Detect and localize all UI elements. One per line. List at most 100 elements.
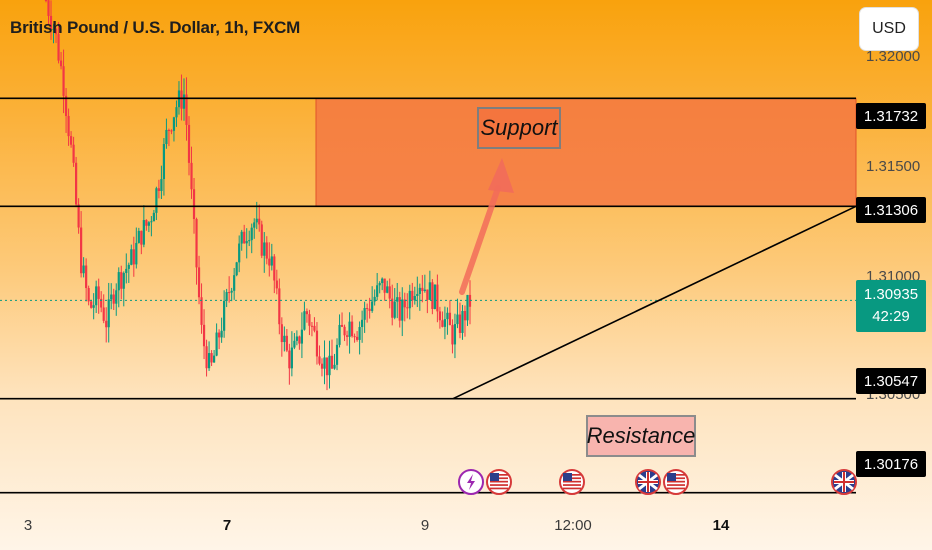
- trendline: [452, 205, 857, 400]
- candle-body: [333, 364, 336, 369]
- currency-button[interactable]: USD: [860, 8, 918, 50]
- candle: [366, 303, 369, 323]
- candle-body: [260, 224, 263, 256]
- candle: [438, 306, 441, 329]
- candle: [335, 338, 339, 371]
- candle: [350, 315, 354, 338]
- candle: [125, 253, 128, 284]
- candle: [110, 283, 113, 310]
- candle-body: [75, 162, 78, 205]
- candle-body: [175, 107, 178, 118]
- candle: [95, 280, 98, 313]
- candle: [182, 78, 186, 121]
- flag-stripe: [563, 487, 581, 490]
- candle: [290, 331, 293, 377]
- candle-body: [263, 242, 266, 256]
- candle: [54, 27, 58, 43]
- candle-body: [165, 129, 168, 145]
- candle-body: [441, 320, 444, 327]
- candle-body: [258, 218, 261, 225]
- candle-body: [423, 289, 426, 292]
- candle: [135, 227, 138, 269]
- candle: [105, 307, 108, 343]
- candle: [115, 283, 118, 316]
- price-tag-level-2: 1.31306: [856, 197, 926, 223]
- candle-body: [358, 327, 361, 340]
- candle-body: [418, 287, 421, 294]
- candle: [428, 270, 431, 301]
- candle-body: [388, 286, 391, 299]
- candle-body: [205, 346, 208, 369]
- candle-body: [381, 278, 384, 284]
- candle-body: [49, 15, 53, 30]
- candle: [386, 280, 389, 294]
- candle: [170, 129, 173, 135]
- uk-flag-icon[interactable]: [831, 469, 857, 495]
- flag-stripe: [667, 487, 685, 490]
- candle: [421, 275, 424, 303]
- candle: [373, 289, 376, 306]
- candle: [167, 128, 171, 147]
- candle-body: [185, 94, 188, 125]
- supply-zone: [315, 97, 857, 207]
- candle-body: [125, 268, 128, 273]
- candle: [448, 300, 452, 326]
- candle: [413, 286, 416, 305]
- candle-body: [338, 324, 341, 345]
- candle: [102, 294, 105, 324]
- candle: [466, 294, 469, 326]
- candle-body: [90, 301, 93, 308]
- candle: [338, 314, 341, 348]
- candle-body: [233, 275, 236, 291]
- candle-body: [270, 256, 273, 266]
- candle: [426, 289, 429, 314]
- candle: [238, 235, 241, 273]
- candle: [443, 306, 447, 340]
- us-flag-icon[interactable]: [559, 469, 585, 495]
- candle-body: [112, 294, 115, 304]
- uk-flag-icon[interactable]: [635, 469, 661, 495]
- candle-body: [376, 285, 379, 297]
- candle: [77, 198, 80, 234]
- candle-body: [438, 311, 441, 321]
- candle-body: [228, 292, 231, 294]
- lightning-glyph: [467, 474, 475, 490]
- candle: [453, 313, 457, 359]
- candle-body: [180, 90, 183, 109]
- chart-title: British Pound / U.S. Dollar, 1h, FXCM: [10, 18, 301, 37]
- candle: [293, 333, 296, 350]
- flag-cross-red: [638, 472, 658, 492]
- candle-body: [130, 249, 133, 265]
- support-label[interactable]: Support: [477, 107, 561, 149]
- candle: [361, 310, 364, 343]
- candle-body: [167, 129, 171, 131]
- candle: [308, 309, 311, 336]
- candle-body: [363, 308, 366, 320]
- candle: [353, 333, 356, 343]
- time-axis-label: 12:00: [554, 517, 592, 534]
- candle-body: [69, 136, 73, 145]
- candle-body: [255, 218, 258, 223]
- candle-body: [345, 335, 349, 337]
- candle-body: [368, 308, 371, 311]
- candle: [451, 319, 454, 354]
- candle: [340, 312, 344, 328]
- lightning-icon[interactable]: [458, 469, 484, 495]
- us-flag-icon[interactable]: [486, 469, 512, 495]
- candle: [408, 284, 411, 320]
- price-tag-level-3: 1.30547: [856, 368, 926, 394]
- candle-body: [300, 329, 304, 344]
- resistance-label[interactable]: Resistance: [586, 415, 696, 457]
- candle-body: [411, 290, 414, 301]
- flag-stripe: [490, 487, 508, 490]
- candle: [270, 243, 273, 271]
- candle: [57, 22, 60, 64]
- candle-body: [140, 230, 143, 245]
- candle-body: [318, 356, 321, 364]
- us-flag-icon[interactable]: [663, 469, 689, 495]
- candle-body: [212, 355, 216, 363]
- candle-body: [330, 355, 334, 369]
- candle-body: [142, 220, 145, 245]
- candle: [250, 223, 253, 254]
